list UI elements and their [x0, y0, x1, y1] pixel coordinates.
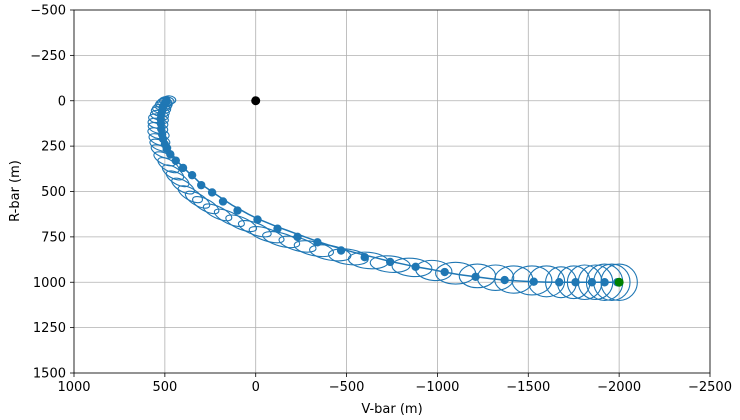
x-axis-label: V-bar (m) [361, 402, 422, 417]
trajectory-marker [171, 156, 180, 165]
uncertainty-ellipse [171, 177, 195, 195]
x-tick-label: 0 [252, 380, 260, 395]
uncertainty-ellipse [213, 208, 245, 228]
trajectory-marker [197, 180, 206, 190]
y-tick-label: 0 [58, 94, 66, 109]
uncertainty-ellipse [161, 164, 185, 181]
trajectory-marker [218, 197, 228, 206]
trajectory-marker [587, 278, 597, 287]
trajectory-marker [178, 163, 188, 173]
trajectory-markers [156, 96, 622, 287]
uncertainty-ellipse [165, 170, 190, 188]
trajectory-marker [554, 278, 564, 287]
y-tick-label: 250 [41, 140, 66, 155]
trajectory-marker [313, 238, 322, 247]
x-tick-label: −2500 [688, 380, 732, 395]
axis-ticks: 1000 500 0 −500 −1000 −1500 −2000 −2500−500−250… [30, 4, 732, 396]
x-tick-label: 1000 [57, 380, 90, 395]
trajectory-marker [293, 232, 302, 242]
y-tick-label: 1000 [33, 276, 66, 291]
start-point [614, 277, 624, 287]
uncertainty-ellipse [458, 263, 497, 289]
x-tick-label: −1000 [415, 380, 459, 395]
trajectory-marker [385, 257, 395, 267]
uncertainty-ellipse [157, 157, 180, 174]
uncertainty-ellipse [192, 196, 220, 215]
trajectory-marker [336, 246, 346, 255]
trajectory-marker [360, 253, 369, 262]
trajectory-marker [253, 215, 262, 224]
x-tick-label: 500 [152, 380, 177, 395]
uncertainty-ellipse [248, 226, 285, 244]
trajectory-marker [571, 278, 580, 287]
trajectory-marker [600, 278, 609, 287]
special-points [251, 96, 624, 287]
uncertainty-ellipse [262, 231, 301, 249]
trajectory-marker [162, 96, 171, 105]
trajectory-marker [411, 262, 420, 272]
uncertainty-ellipse [177, 185, 204, 204]
y-tick-label: −500 [30, 4, 66, 19]
y-tick-label: 1500 [33, 367, 66, 382]
y-tick-label: 1250 [33, 321, 66, 336]
trajectory-marker [471, 272, 480, 282]
x-tick-label: −2000 [597, 380, 641, 395]
trajectory-marker [529, 277, 538, 286]
trajectory-marker [207, 188, 217, 197]
x-tick-label: −500 [329, 380, 365, 395]
trajectory-marker [500, 275, 509, 285]
y-tick-label: 500 [41, 185, 66, 200]
trajectory-marker [233, 206, 242, 215]
trajectory-marker [440, 267, 449, 277]
uncertainty-ellipse [202, 203, 233, 222]
uncertainty-ellipse [328, 248, 369, 266]
target-point [251, 96, 261, 106]
uncertainty-ellipse [225, 214, 258, 233]
y-axis-label: R-bar (m) [8, 160, 23, 222]
grid [73, 9, 711, 374]
y-tick-label: −250 [30, 49, 66, 64]
trajectory-marker [187, 170, 197, 180]
trajectory-marker [273, 224, 282, 233]
x-tick-label: −1500 [506, 380, 550, 395]
y-tick-label: 750 [41, 230, 66, 245]
